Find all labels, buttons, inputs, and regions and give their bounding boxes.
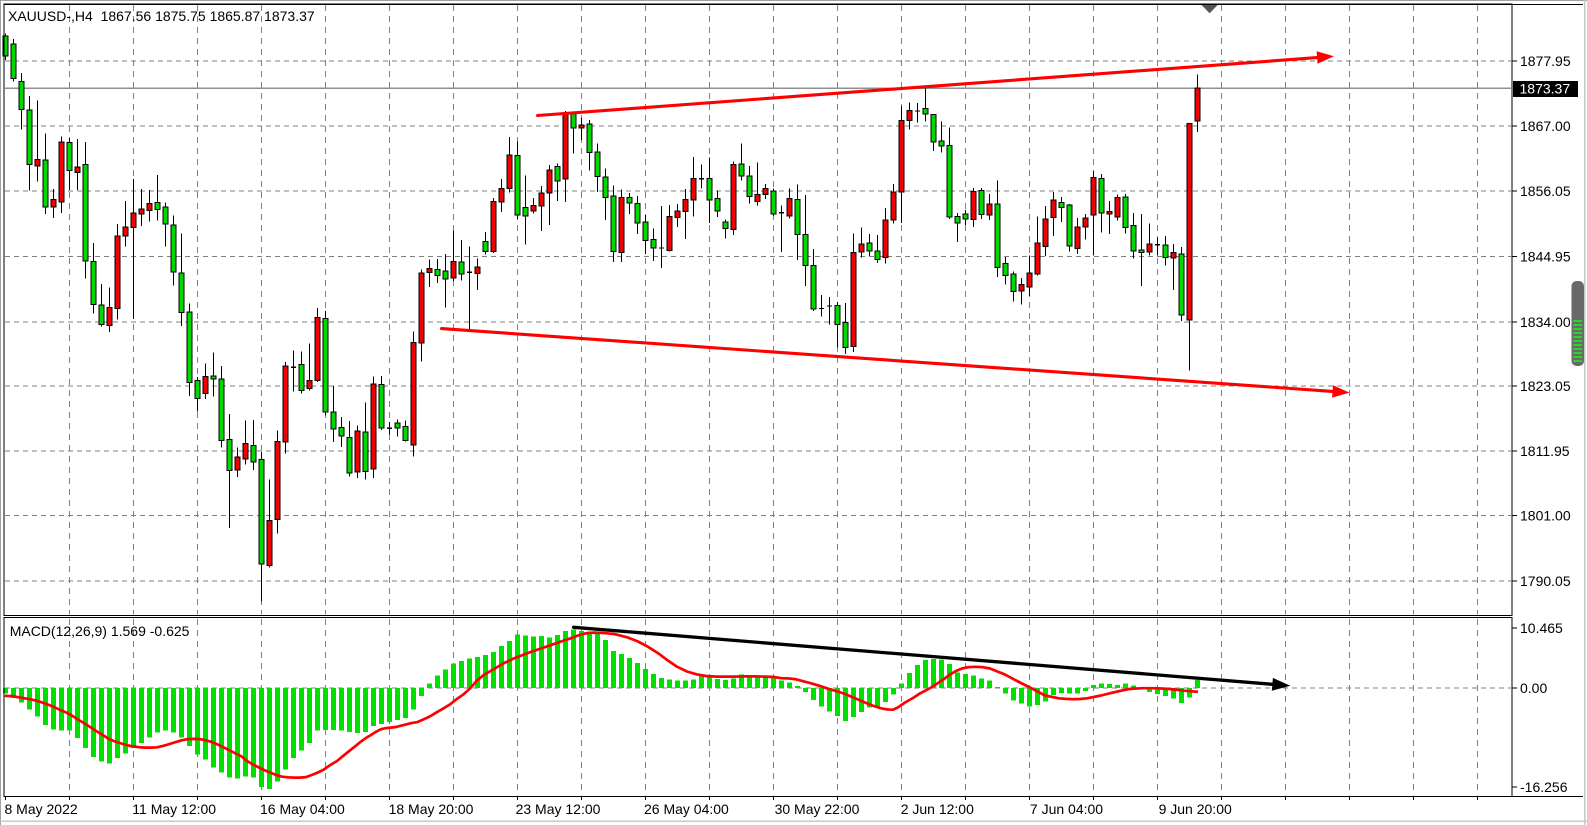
svg-text:7 Jun 04:00: 7 Jun 04:00 <box>1030 801 1103 817</box>
svg-text:1873.37: 1873.37 <box>1520 81 1571 97</box>
svg-text:1877.95: 1877.95 <box>1520 53 1571 69</box>
svg-text:0.00: 0.00 <box>1520 680 1547 696</box>
svg-text:1811.95: 1811.95 <box>1520 443 1570 459</box>
svg-text:1801.00: 1801.00 <box>1520 508 1571 524</box>
svg-text:8 May 2022: 8 May 2022 <box>5 801 78 817</box>
svg-text:1867.00: 1867.00 <box>1520 118 1571 134</box>
svg-text:23 May 12:00: 23 May 12:00 <box>516 801 601 817</box>
svg-text:18 May 20:00: 18 May 20:00 <box>389 801 474 817</box>
svg-text:1856.05: 1856.05 <box>1520 183 1571 199</box>
svg-text:10.465: 10.465 <box>1520 620 1563 636</box>
svg-text:MACD(12,26,9) 1.569 -0.625: MACD(12,26,9) 1.569 -0.625 <box>10 623 190 639</box>
svg-text:2 Jun 12:00: 2 Jun 12:00 <box>901 801 974 817</box>
svg-text:-16.256: -16.256 <box>1520 779 1568 795</box>
svg-text:16 May 04:00: 16 May 04:00 <box>260 801 345 817</box>
svg-text:1844.95: 1844.95 <box>1520 248 1571 264</box>
svg-text:XAUUSD-,H4 1867.56 1875.75 18: XAUUSD-,H4 1867.56 1875.75 1865.87 1873.… <box>8 8 315 24</box>
svg-text:26 May 04:00: 26 May 04:00 <box>644 801 729 817</box>
svg-text:11 May 12:00: 11 May 12:00 <box>132 801 216 817</box>
svg-text:1790.05: 1790.05 <box>1520 573 1571 589</box>
svg-text:1834.00: 1834.00 <box>1520 314 1571 330</box>
svg-text:1823.05: 1823.05 <box>1520 378 1571 394</box>
svg-text:30 May 22:00: 30 May 22:00 <box>775 801 860 817</box>
svg-text:9 Jun 20:00: 9 Jun 20:00 <box>1159 801 1232 817</box>
